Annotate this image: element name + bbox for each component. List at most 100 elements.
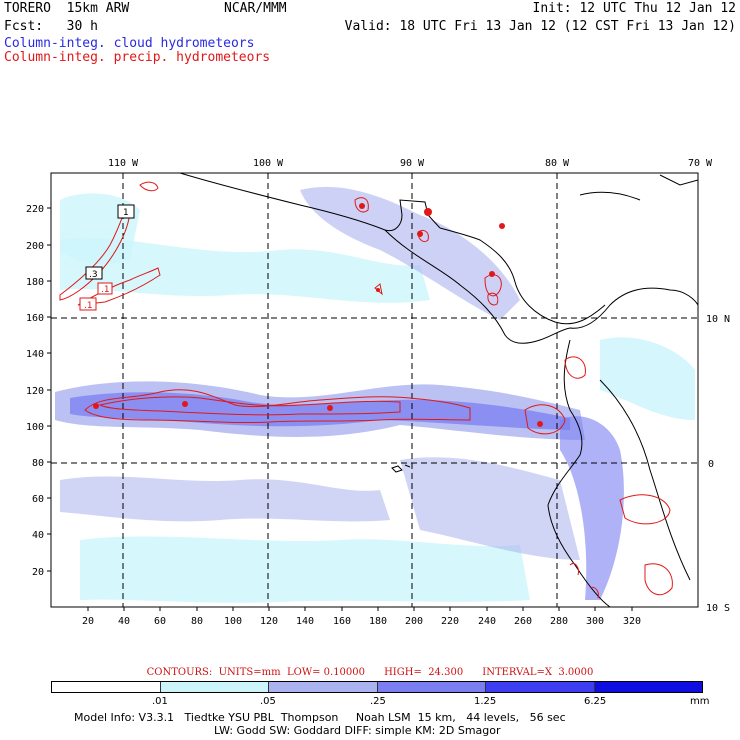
colorbar-swatch (377, 682, 486, 692)
contour-label-box-1 (79, 297, 97, 311)
lon-labels: 110 W 100 W 90 W 80 W 70 W (108, 158, 713, 169)
y-tick-label: 60 (32, 494, 44, 505)
footer-physics-info: LW: Godd SW: Goddard DIFF: simple KM: 2D… (214, 724, 501, 737)
cloud-patch-south (60, 476, 390, 522)
colorbar-swatch (594, 682, 702, 692)
precip-contours (59, 181, 673, 599)
cloud-patch-north (60, 237, 430, 303)
x-tick-label: 200 (405, 616, 423, 627)
lat-label: 10 N (706, 314, 730, 325)
lon-label: 80 W (545, 158, 570, 169)
x-tick-label: 100 (224, 616, 242, 627)
contour-label-3: .3 (89, 270, 98, 280)
coast-island (659, 174, 698, 186)
y-tick-labels: 20 40 60 80 100 120 140 160 180 200 220 (26, 204, 44, 578)
core-6 (93, 403, 99, 409)
contour-pac-small (139, 181, 159, 192)
y-tick-label: 100 (26, 422, 44, 433)
x-tick-label: 300 (586, 616, 604, 627)
x-tick-label: 180 (369, 616, 387, 627)
core-5 (359, 203, 365, 209)
core-4 (489, 271, 495, 277)
colorbar-tick-label: .25 (370, 696, 386, 707)
contour-label-1: .1 (84, 301, 93, 311)
x-tick-label: 260 (514, 616, 532, 627)
contour-label-box-3 (85, 266, 103, 280)
coast-caribbean (439, 227, 606, 325)
colorbar-tick-label: .01 (152, 696, 168, 707)
contour-itcz-1 (84, 389, 471, 424)
y-tick-label: 160 (26, 313, 44, 324)
contour-peru-1 (619, 494, 671, 525)
core-3 (499, 223, 505, 229)
contour-label-2: 1 (123, 208, 129, 218)
contour-label-box-4 (97, 282, 113, 295)
contour-yucatan (354, 197, 369, 213)
lon-label: 70 W (688, 158, 713, 169)
colorbar-tick-label: .05 (260, 696, 276, 707)
cloud-patch-andes (560, 416, 624, 600)
y-axis (47, 207, 51, 572)
colorbar-swatch (160, 682, 269, 692)
cloud-patch-south3 (400, 457, 580, 560)
footer-model-info: Model Info: V3.3.1 Tiedtke YSU PBL Thomp… (74, 711, 566, 724)
lat-labels: 10 N 0 10 S (706, 314, 730, 614)
y-tick-label: 200 (26, 241, 44, 252)
x-tick-label: 80 (191, 616, 203, 627)
center-label: NCAR/MMM (224, 1, 287, 16)
lon-label: 90 W (400, 158, 425, 169)
colorbar-swatch (52, 682, 161, 692)
y-tick-label: 140 (26, 349, 44, 360)
x-tick-label: 140 (296, 616, 314, 627)
x-tick-label: 40 (118, 616, 130, 627)
y-tick-label: 180 (26, 277, 44, 288)
contour-label-boxes: .1 1 .3 .1 (79, 204, 135, 311)
coast-cuba (579, 191, 641, 201)
colorbar-unit: mm (690, 696, 710, 707)
x-tick-label: 60 (154, 616, 166, 627)
model-label: TORERO 15km ARW (4, 1, 130, 16)
field-title-cloud: Column-integ. cloud hydrometeors (4, 36, 255, 51)
contour-itcz-2 (98, 396, 401, 416)
coast-south-america (547, 339, 611, 607)
contour-guatemala (417, 229, 429, 243)
y-tick-label: 120 (26, 386, 44, 397)
cloud-patch-east (600, 337, 695, 420)
cloud-band-itcz-core (70, 392, 570, 430)
colorbar-swatch (486, 682, 595, 692)
contour-colombia-east (564, 356, 586, 379)
contour-andes-south (569, 562, 599, 599)
x-tick-label: 220 (441, 616, 459, 627)
map-plot: .1 1 .3 .1 20 40 60 80 100 120 140 160 1… (26, 158, 730, 627)
core-2 (417, 231, 423, 237)
precip-cores (93, 203, 543, 427)
coastlines (179, 173, 698, 607)
border-andes (599, 379, 691, 581)
coast-central-america (384, 229, 698, 344)
lat-label: 10 S (706, 603, 730, 614)
x-tick-label: 280 (550, 616, 568, 627)
contour-label-box-2 (117, 204, 135, 219)
lon-label: 110 W (108, 158, 139, 169)
core-10 (376, 288, 380, 292)
core-7 (182, 401, 188, 407)
y-tick-label: 80 (32, 458, 44, 469)
x-tick-label: 160 (333, 616, 351, 627)
x-tick-labels: 20 40 60 80 100 120 140 160 180 200 220 … (82, 616, 641, 627)
field-title-precip: Column-integ. precip. hydrometeors (4, 50, 271, 65)
x-tick-label: 20 (82, 616, 94, 627)
colorbar-tick-label: 6.25 (584, 696, 607, 707)
y-tick-label: 220 (26, 204, 44, 215)
y-tick-label: 20 (32, 567, 44, 578)
cloud-patch-south2 (80, 536, 530, 603)
colorbar-swatch (269, 682, 378, 692)
contour-label-4: .1 (101, 285, 110, 295)
lon-label: 100 W (253, 158, 284, 169)
x-tick-label: 240 (478, 616, 496, 627)
x-tick-label: 120 (260, 616, 278, 627)
core-8 (327, 405, 333, 411)
contour-info: CONTOURS: UNITS=mm LOW= 0.10000 HIGH= 24… (146, 667, 594, 678)
lat-label: 0 (708, 459, 714, 470)
x-tick-label: 320 (623, 616, 641, 627)
coast-mexico (179, 173, 441, 232)
